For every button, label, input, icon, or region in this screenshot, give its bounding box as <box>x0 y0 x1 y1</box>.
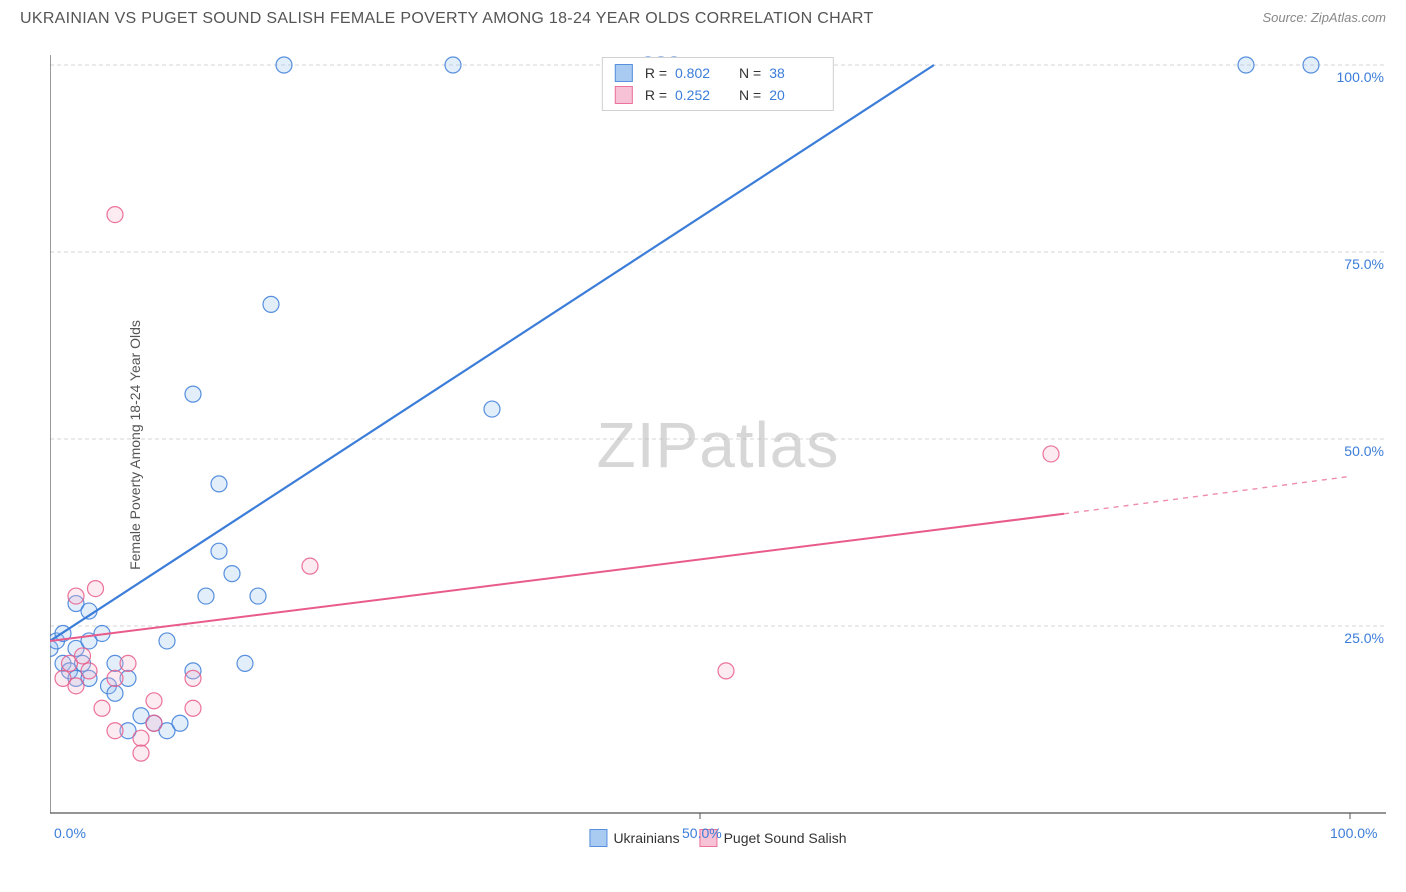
legend-label: Puget Sound Salish <box>724 830 847 846</box>
x-tick-label: 100.0% <box>1330 825 1377 841</box>
chart-title: UKRAINIAN VS PUGET SOUND SALISH FEMALE P… <box>20 10 874 28</box>
r-label: R = <box>645 87 667 103</box>
y-tick-label: 50.0% <box>1344 443 1384 459</box>
legend-row: R = 0.252 N = 20 <box>615 84 821 106</box>
y-tick-label: 100.0% <box>1337 69 1384 85</box>
x-tick-label: 50.0% <box>682 825 722 841</box>
legend-swatch <box>615 64 633 82</box>
legend-row: R = 0.802 N = 38 <box>615 62 821 84</box>
r-label: R = <box>645 65 667 81</box>
y-tick-label: 75.0% <box>1344 256 1384 272</box>
n-value: 20 <box>769 87 821 103</box>
y-tick-label: 25.0% <box>1344 630 1384 646</box>
correlation-legend: R = 0.802 N = 38 R = 0.252 N = 20 <box>602 57 834 111</box>
legend-swatch <box>589 829 607 847</box>
n-label: N = <box>739 87 761 103</box>
n-label: N = <box>739 65 761 81</box>
legend-swatch <box>615 86 633 104</box>
chart-container: Female Poverty Among 18-24 Year Olds ZIP… <box>50 45 1386 845</box>
legend-item: Ukrainians <box>589 829 679 847</box>
x-tick-label: 0.0% <box>54 825 86 841</box>
r-value: 0.252 <box>675 87 727 103</box>
legend-label: Ukrainians <box>613 830 679 846</box>
source-attribution: Source: ZipAtlas.com <box>1262 10 1386 25</box>
r-value: 0.802 <box>675 65 727 81</box>
n-value: 38 <box>769 65 821 81</box>
scatter-plot <box>50 45 1386 845</box>
